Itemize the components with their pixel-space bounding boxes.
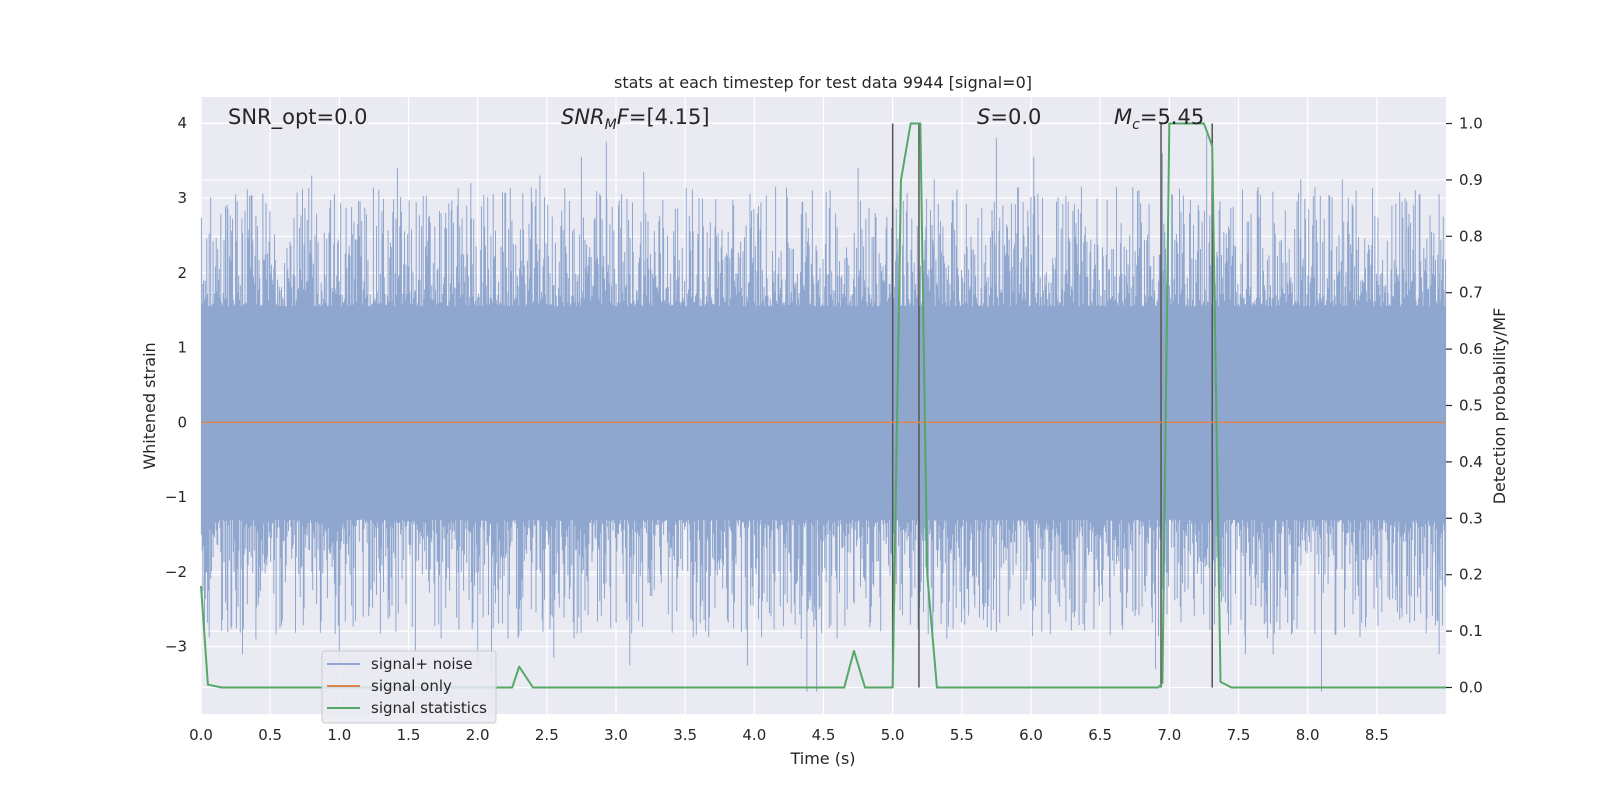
y-tick-label: 4 [177, 114, 187, 132]
y2-axis-ticks: 1.0 0.9 0.8 0.7 0.6 0.5 0.4 0.3 0.2 0.1 0.0 [1446, 115, 1483, 696]
annotation-s: S=0.0 [977, 105, 1041, 129]
y2-tick-label: 0.5 [1459, 397, 1483, 415]
annotation-snr-opt: SNR_opt=0.0 [228, 105, 368, 130]
x-tick-label: 5.0 [881, 726, 905, 744]
x-tick-label: 8.0 [1296, 726, 1320, 744]
y-axis-ticks: 4 3 2 1 0 −1 −2 −3 [165, 114, 187, 656]
legend-label-signal-statistics: signal statistics [371, 699, 487, 717]
x-tick-label: 4.5 [812, 726, 836, 744]
x-tick-label: 2.5 [535, 726, 559, 744]
x-tick-label: 7.5 [1227, 726, 1251, 744]
y-tick-label: 1 [177, 339, 187, 357]
x-tick-label: 2.0 [466, 726, 490, 744]
y2-tick-label: 0.2 [1459, 566, 1483, 584]
x-tick-label: 0.5 [258, 726, 282, 744]
legend-box [321, 650, 497, 724]
x-tick-label: 6.0 [1019, 726, 1043, 744]
y-tick-label: −2 [165, 563, 187, 581]
series-signal-noise [200, 134, 1447, 692]
y-axis-label: Whitened strain [140, 342, 159, 469]
x-tick-label: 1.5 [397, 726, 421, 744]
y2-tick-label: 1.0 [1459, 115, 1483, 133]
y-tick-label: 2 [177, 264, 187, 282]
x-tick-label: 8.5 [1365, 726, 1389, 744]
y2-axis-label: Detection probability/MF [1490, 308, 1509, 505]
y2-tick-label: 0.0 [1459, 678, 1483, 696]
x-tick-label: 0.0 [189, 726, 213, 744]
noise-series [200, 134, 1447, 692]
x-axis-ticks: 0.0 0.5 1.0 1.5 2.0 2.5 3.0 3.5 4.0 4.5 5.0 5.5 6.0 6… [189, 726, 1389, 744]
legend: signal+ noise signal only signal statist… [321, 650, 497, 724]
annotation-mc: Mc=5.45 [1114, 105, 1204, 133]
x-tick-label: 4.0 [742, 726, 766, 744]
y-tick-label: −3 [165, 638, 187, 656]
legend-label-signal-only: signal only [371, 677, 452, 695]
snr-mf-value: [4.15] [646, 105, 709, 129]
x-tick-label: 6.5 [1088, 726, 1112, 744]
s-value: 0.0 [1008, 105, 1041, 129]
vertical-markers [891, 123, 1213, 688]
mc-value: 5.45 [1157, 105, 1204, 129]
annotation-snr-mf: SNRMF=[4.15] [561, 105, 710, 133]
y2-tick-label: 0.6 [1459, 340, 1483, 358]
x-tick-label: 3.5 [673, 726, 697, 744]
y2-tick-label: 0.7 [1459, 284, 1483, 302]
x-tick-label: 7.0 [1157, 726, 1181, 744]
x-tick-label: 1.0 [327, 726, 351, 744]
y2-tick-label: 0.8 [1459, 227, 1483, 245]
y2-tick-label: 0.1 [1459, 622, 1483, 640]
y-tick-label: 0 [177, 413, 187, 431]
series-signal-statistics [200, 122, 1446, 689]
y2-tick-label: 0.4 [1459, 453, 1483, 471]
x-tick-label: 5.5 [950, 726, 974, 744]
y2-tick-label: 0.3 [1459, 509, 1483, 527]
y2-tick-label: 0.9 [1459, 171, 1483, 189]
y-tick-label: −1 [165, 488, 187, 506]
line-series [200, 122, 1446, 689]
y-tick-label: 3 [177, 189, 187, 207]
legend-label-signal-noise: signal+ noise [371, 655, 473, 673]
chart-title: stats at each timestep for test data 994… [614, 73, 1032, 92]
x-tick-label: 3.0 [604, 726, 628, 744]
x-axis-label: Time (s) [789, 749, 855, 768]
